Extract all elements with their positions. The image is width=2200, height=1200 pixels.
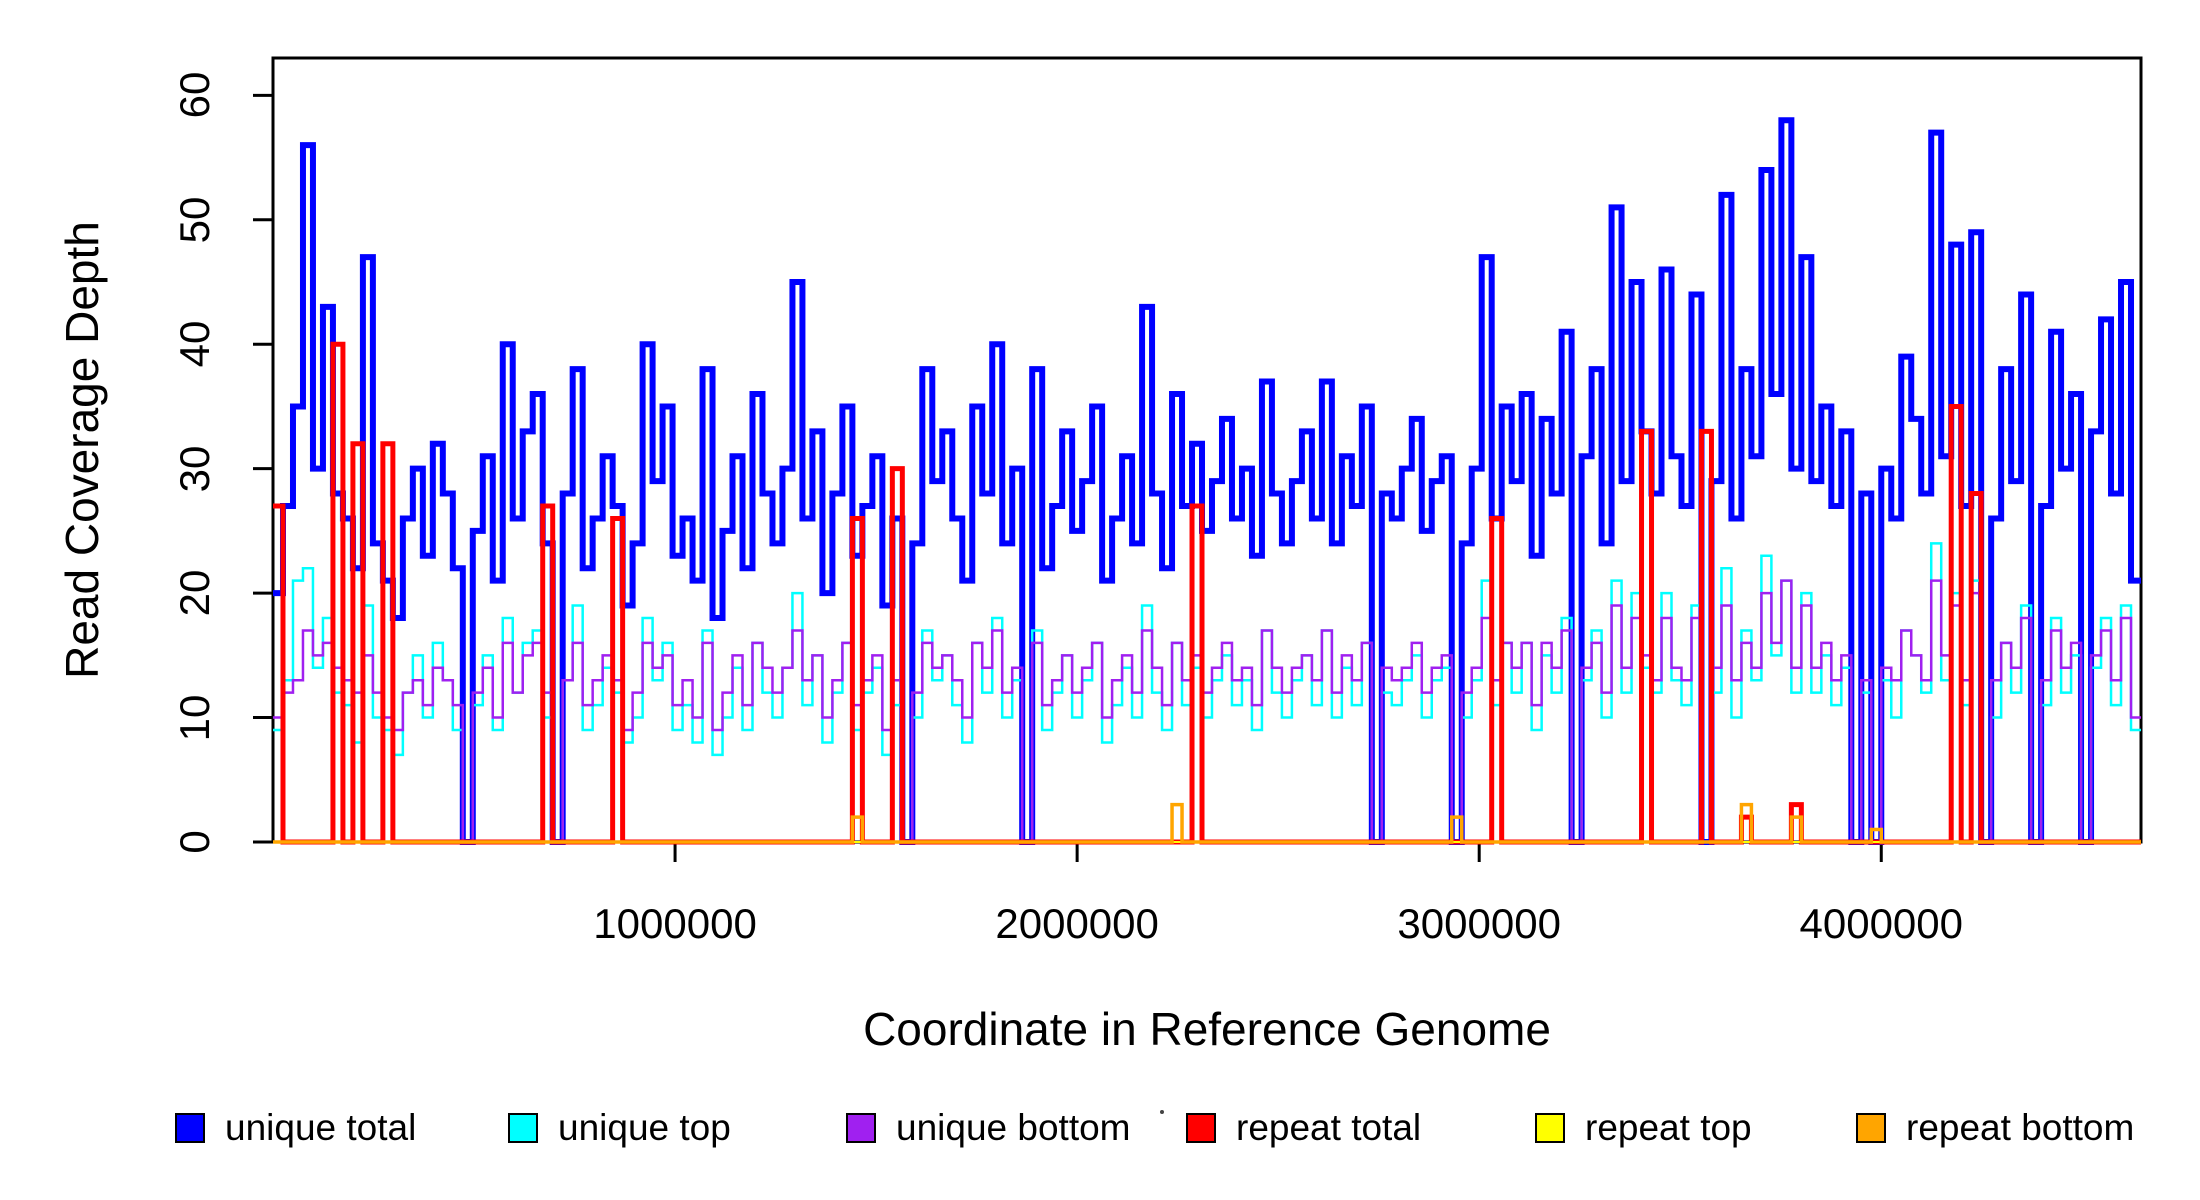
- legend-swatch-unique-total: [175, 1113, 205, 1143]
- y-axis-title: Read Coverage Depth: [56, 221, 108, 679]
- legend-label: repeat total: [1236, 1107, 1422, 1148]
- x-axis-title: Coordinate in Reference Genome: [863, 1003, 1551, 1055]
- y-tick-label: 40: [171, 320, 218, 368]
- y-tick-label: 50: [171, 196, 218, 244]
- y-tick-label: 0: [171, 830, 218, 854]
- legend-label: unique bottom: [896, 1107, 1131, 1148]
- legend-label: repeat top: [1585, 1107, 1752, 1148]
- x-tick-label: 2000000: [995, 900, 1159, 947]
- legend-swatch-repeat-bottom: [1856, 1113, 1886, 1143]
- legend-item-unique-bottom: unique bottom: [846, 1106, 1131, 1150]
- x-tick-label: 4000000: [1799, 900, 1964, 947]
- legend-swatch-unique-bottom: [846, 1113, 876, 1143]
- x-tick-label: 3000000: [1397, 900, 1561, 947]
- legend-item-unique-top: unique top: [508, 1106, 731, 1150]
- legend-swatch-repeat-top: [1535, 1113, 1565, 1143]
- y-tick-label: 30: [171, 445, 218, 493]
- x-tick-label: 1000000: [593, 900, 757, 947]
- legend-label: unique total: [225, 1107, 417, 1148]
- legend-label: unique top: [558, 1107, 731, 1148]
- stray-mark: [1160, 1110, 1164, 1114]
- legend-item-repeat-top: repeat top: [1535, 1106, 1752, 1150]
- y-tick-label: 10: [171, 694, 218, 741]
- legend-swatch-unique-top: [508, 1113, 538, 1143]
- y-tick-label: 60: [171, 71, 218, 119]
- legend-item-unique-total: unique total: [175, 1106, 416, 1150]
- legend-item-repeat-total: repeat total: [1186, 1106, 1421, 1150]
- y-tick-label: 20: [171, 569, 218, 617]
- legend-swatch-repeat-total: [1186, 1113, 1216, 1143]
- legend-label: repeat bottom: [1906, 1107, 2135, 1148]
- legend-item-repeat-bottom: repeat bottom: [1856, 1106, 2134, 1150]
